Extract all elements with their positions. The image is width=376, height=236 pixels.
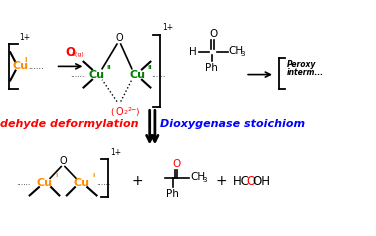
Text: Cu: Cu <box>129 70 146 80</box>
Text: ): ) <box>135 108 138 117</box>
Text: I: I <box>25 57 27 63</box>
Text: interm...: interm... <box>287 68 324 77</box>
Text: 3: 3 <box>202 177 207 183</box>
Text: Dioxygenase stoichiom: Dioxygenase stoichiom <box>160 119 305 129</box>
Text: O: O <box>172 159 180 169</box>
Text: Cu: Cu <box>13 61 29 71</box>
Text: H: H <box>189 47 197 57</box>
Text: II: II <box>147 65 152 70</box>
Text: II: II <box>106 65 111 70</box>
Text: O: O <box>246 175 255 188</box>
Text: O: O <box>115 107 123 117</box>
Text: O: O <box>59 156 67 166</box>
Text: Cu: Cu <box>74 177 89 188</box>
Text: +: + <box>132 174 143 188</box>
Text: 2: 2 <box>124 110 128 115</box>
Text: O: O <box>115 33 123 43</box>
Text: Ph: Ph <box>166 189 179 199</box>
Text: 3: 3 <box>241 51 245 57</box>
Text: Ph: Ph <box>205 63 218 72</box>
Text: O: O <box>65 46 75 59</box>
Text: CH: CH <box>190 172 205 182</box>
Text: ......: ...... <box>97 178 111 187</box>
Text: ......: ...... <box>28 62 44 71</box>
Text: 1+: 1+ <box>20 33 31 42</box>
Text: ......: ...... <box>71 70 85 79</box>
Text: ......: ...... <box>17 178 31 187</box>
Text: I: I <box>92 173 94 178</box>
Text: Peroxy: Peroxy <box>287 60 316 69</box>
Text: 1+: 1+ <box>163 23 174 32</box>
Text: Cu: Cu <box>36 177 53 188</box>
Text: I: I <box>55 173 57 178</box>
Text: ......: ...... <box>151 70 165 79</box>
Text: 1+: 1+ <box>111 148 122 157</box>
Text: 2−: 2− <box>127 107 136 112</box>
Text: (: ( <box>110 108 113 117</box>
Text: 2(g): 2(g) <box>72 52 84 57</box>
Text: CH: CH <box>229 46 244 56</box>
Text: +: + <box>215 174 227 188</box>
Text: Cu: Cu <box>88 70 105 80</box>
Text: dehyde deformylation: dehyde deformylation <box>0 119 138 129</box>
Text: O: O <box>209 29 218 38</box>
Text: HC: HC <box>233 175 250 188</box>
Text: OH: OH <box>252 175 270 188</box>
